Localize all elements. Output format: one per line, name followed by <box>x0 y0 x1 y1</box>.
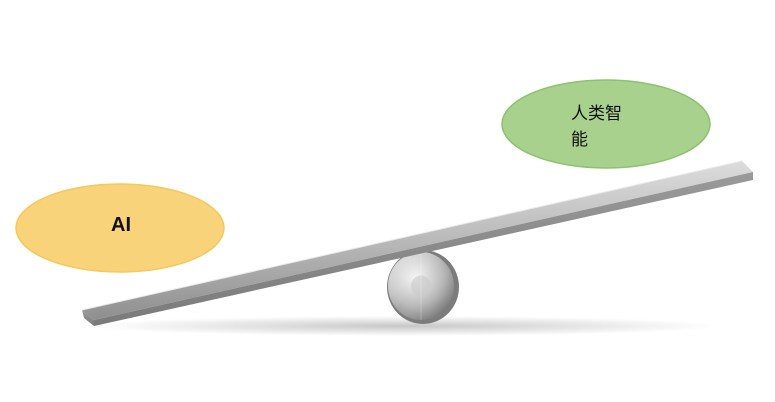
ai-bubble <box>15 183 225 273</box>
seesaw-beam <box>81 160 753 326</box>
human-intelligence-label: 人类智 能 <box>571 104 622 150</box>
fulcrum <box>387 250 459 324</box>
ground-shadow <box>90 316 720 336</box>
human-intelligence-bubble <box>501 79 711 169</box>
ai-label: AI <box>111 214 131 236</box>
